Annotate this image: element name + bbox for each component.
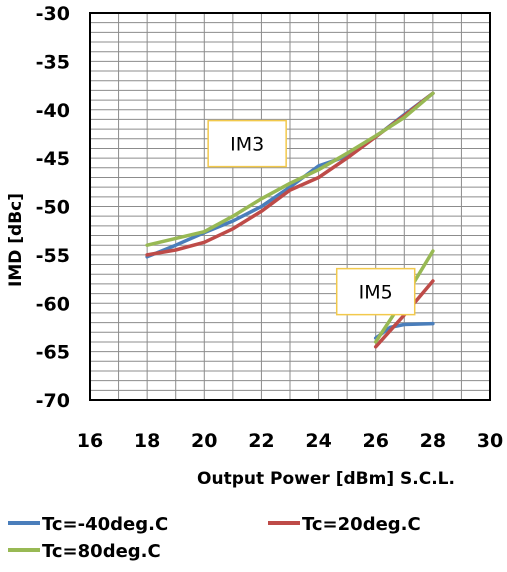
series-line-im3 xyxy=(145,91,435,247)
y-tick-label: -35 xyxy=(36,51,70,73)
y-axis-ticks: -30 -35 -40 -45 -50 -55 -60 -65 -70 xyxy=(36,3,70,412)
y-tick-label: -40 xyxy=(36,100,70,122)
x-axis-label: Output Power [dBm] S.C.L. xyxy=(197,469,455,489)
annotation-label: IM3 xyxy=(230,134,264,156)
y-tick-label: -65 xyxy=(36,342,70,364)
annotations: IM3 IM5 xyxy=(207,119,416,316)
annotation-box xyxy=(207,119,287,168)
x-tick-label: 30 xyxy=(477,430,503,452)
y-tick-label: -50 xyxy=(36,197,70,219)
x-tick-label: 16 xyxy=(77,430,103,452)
y-axis-label: IMD [dBc] xyxy=(6,193,26,287)
plot-frame xyxy=(89,12,491,401)
annotation-label: IM5 xyxy=(359,282,393,304)
plot-area-border xyxy=(89,12,491,401)
x-tick-label: 20 xyxy=(191,430,217,452)
legend-label: Tc=20deg.C xyxy=(302,514,421,535)
x-tick-label: 28 xyxy=(420,430,446,452)
legend-label: Tc=-40deg.C xyxy=(42,514,168,535)
y-tick-label: -30 xyxy=(36,3,70,25)
x-tick-label: 22 xyxy=(248,430,274,452)
x-tick-label: 24 xyxy=(305,430,331,452)
legend-label: Tc=80deg.C xyxy=(42,541,161,562)
y-tick-label: -70 xyxy=(36,390,70,412)
annotation-box xyxy=(335,267,416,316)
y-tick-label: -45 xyxy=(36,148,70,170)
y-tick-label: -60 xyxy=(36,293,70,315)
x-axis-ticks: 16 18 20 22 24 26 28 30 xyxy=(77,430,503,452)
x-tick-label: 18 xyxy=(134,430,160,452)
y-tick-label: -55 xyxy=(36,245,70,267)
legend: Tc=-40deg.C Tc=20deg.C Tc=80deg.C xyxy=(8,514,421,562)
x-tick-label: 26 xyxy=(362,430,388,452)
grid xyxy=(89,12,491,401)
